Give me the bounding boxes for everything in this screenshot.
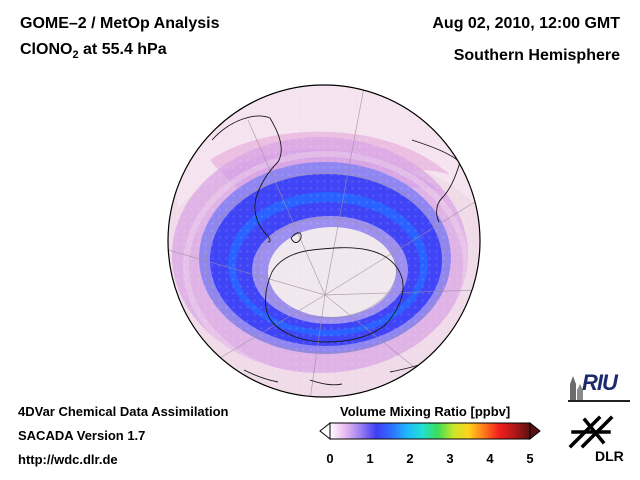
colorbar-label: Volume Mixing Ratio [ppbv]: [340, 404, 511, 419]
title-line2: ClONO2 at 55.4 hPa: [20, 41, 167, 61]
colorbar-tick: 1: [366, 451, 374, 466]
globe-map: [167, 84, 481, 398]
title-line1: GOME–2 / MetOp Analysis: [20, 15, 220, 32]
colorbar: [319, 421, 541, 441]
dlr-logo-text: DLR: [595, 448, 624, 464]
region-label: Southern Hemisphere: [453, 47, 620, 64]
colorbar-tick: 5: [526, 451, 534, 466]
dlr-emblem-icon: [568, 415, 614, 449]
footer-line2: SACADA Version 1.7: [18, 428, 146, 443]
date-label: Aug 02, 2010, 12:00 GMT: [432, 15, 620, 32]
colorbar-tick: 2: [406, 451, 414, 466]
footer-url[interactable]: http://wdc.dlr.de: [18, 452, 118, 467]
colorbar-tick: 3: [446, 451, 454, 466]
footer-line1: 4DVar Chemical Data Assimilation: [18, 404, 229, 419]
species-name: ClONO: [20, 41, 73, 58]
colorbar-max-arrow: [529, 421, 541, 441]
pressure-level: at 55.4 hPa: [78, 41, 167, 58]
coastlines: [211, 115, 461, 386]
colorbar-tick: 0: [326, 451, 334, 466]
species-subscript: 2: [72, 49, 79, 62]
dlr-logo: DLR: [563, 412, 624, 464]
riu-logo-text: RIU: [582, 370, 618, 395]
riu-tower-icon: [568, 376, 630, 402]
colorbar-bar: [329, 422, 531, 440]
colorbar-min-arrow: [319, 421, 331, 441]
colorbar-tick: 4: [486, 451, 494, 466]
globe-outline: [167, 84, 481, 398]
